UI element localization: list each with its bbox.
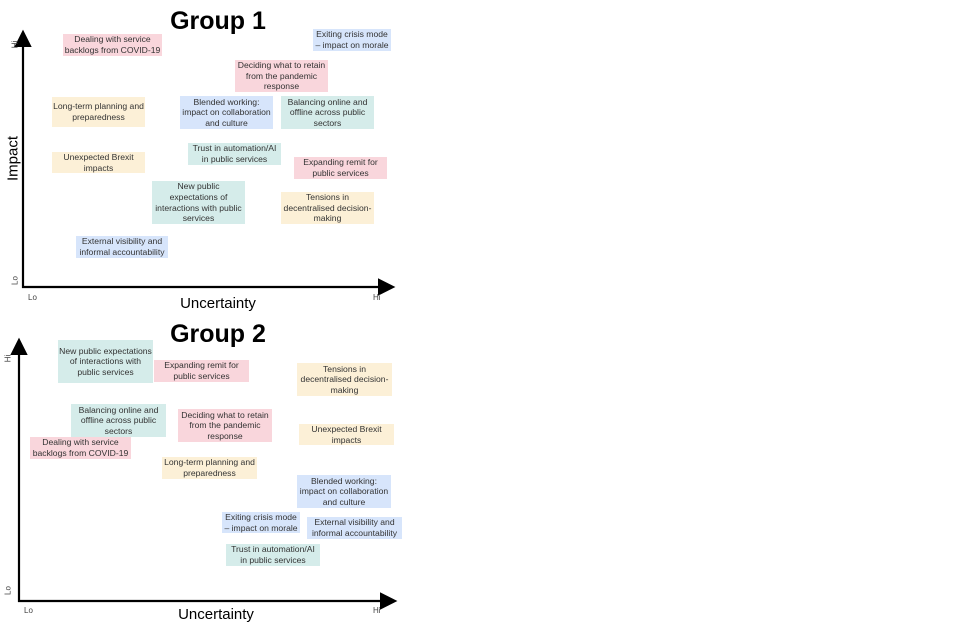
group2-x-axis-label: Uncertainty bbox=[178, 606, 254, 623]
group1-item: Unexpected Brexit impacts bbox=[52, 152, 145, 173]
group2-item: External visibility and informal account… bbox=[307, 517, 402, 539]
group1-item: Deciding what to retain from the pandemi… bbox=[235, 60, 328, 92]
group2-item: Deciding what to retain from the pandemi… bbox=[178, 409, 272, 442]
group1-item: External visibility and informal account… bbox=[76, 236, 168, 258]
group1-title: Group 1 bbox=[170, 7, 266, 35]
group2-item: Exiting crisis mode – impact on morale bbox=[222, 512, 300, 533]
group1-item: Long-term planning and preparedness bbox=[52, 97, 145, 127]
group1-item: Dealing with service backlogs from COVID… bbox=[63, 34, 162, 56]
group1-y-hi: Hi bbox=[10, 40, 20, 49]
group1-item: Blended working: impact on collaboration… bbox=[180, 96, 273, 129]
group2-item: Dealing with service backlogs from COVID… bbox=[30, 437, 131, 459]
group1-y-axis-label: Impact bbox=[4, 136, 22, 182]
group1-item: Exiting crisis mode – impact on morale bbox=[313, 29, 391, 51]
group2-y-hi: Hi bbox=[3, 354, 13, 363]
group1-x-axis-label: Uncertainty bbox=[180, 295, 256, 312]
group2-item: Long-term planning and preparedness bbox=[162, 457, 257, 479]
group1-item: Expanding remit for public services bbox=[294, 157, 387, 179]
group1-x-hi: Hi bbox=[373, 293, 381, 302]
group2-item: New public expectations of interactions … bbox=[58, 340, 153, 383]
group2-item: Trust in automation/AI in public service… bbox=[226, 544, 320, 566]
group2-y-lo: Lo bbox=[3, 586, 13, 595]
group2-item: Expanding remit for public services bbox=[154, 360, 249, 382]
group1-y-lo: Lo bbox=[10, 276, 20, 285]
group2-item: Blended working: impact on collaboration… bbox=[297, 475, 391, 508]
group1-item: New public expectations of interactions … bbox=[152, 181, 245, 224]
group2-x-lo: Lo bbox=[24, 606, 33, 615]
group2-x-hi: Hi bbox=[373, 606, 381, 615]
group2-title: Group 2 bbox=[170, 320, 266, 348]
group2-item: Unexpected Brexit impacts bbox=[299, 424, 394, 445]
group2-item: Balancing online and offline across publ… bbox=[71, 404, 166, 437]
group2-item: Tensions in decentralised decision-makin… bbox=[297, 363, 392, 396]
group1-x-lo: Lo bbox=[28, 293, 37, 302]
group1-item: Tensions in decentralised decision-makin… bbox=[281, 192, 374, 224]
group1-item: Trust in automation/AI in public service… bbox=[188, 143, 281, 165]
group1-item: Balancing online and offline across publ… bbox=[281, 96, 374, 129]
